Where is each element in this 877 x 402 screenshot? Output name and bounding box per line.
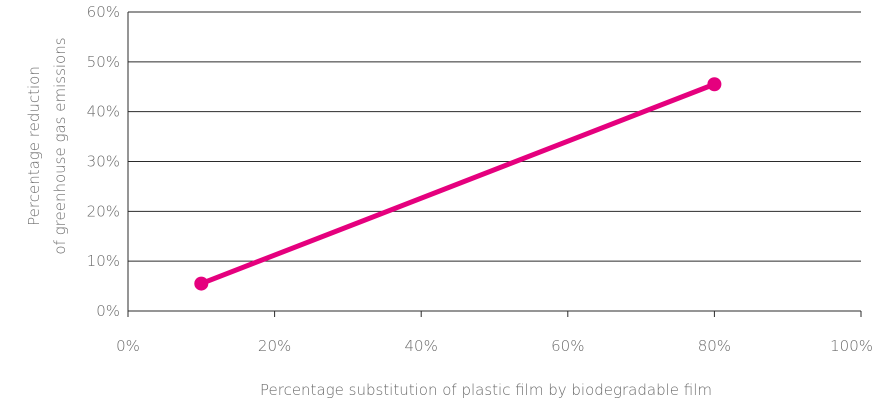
y-tick-label: 60%: [87, 3, 120, 21]
y-axis-title-line-1: Percentage reduction: [25, 66, 43, 226]
x-tick-label: 0%: [116, 337, 140, 355]
y-tick-label: 30%: [87, 153, 120, 171]
x-tick-label: 80%: [698, 337, 731, 355]
y-tick-label: 20%: [87, 202, 120, 220]
y-axis-tick-labels: 0% 10% 20% 30% 40% 50% 60%: [87, 3, 120, 320]
y-axis-title-line-2: of greenhouse gas emissions: [51, 37, 69, 254]
series-group: [194, 77, 722, 291]
y-tick-label: 0%: [96, 302, 120, 320]
x-tick-label: 60%: [551, 337, 584, 355]
data-point-1: [707, 77, 722, 92]
axes: [127, 12, 862, 317]
data-point-0: [194, 276, 209, 291]
grid-lines: [128, 11, 861, 312]
x-tick-label: 20%: [258, 337, 291, 355]
x-tick-label: 40%: [405, 337, 438, 355]
y-tick-label: 40%: [87, 103, 120, 121]
y-tick-label: 10%: [87, 252, 120, 270]
x-tick-label: 100%: [830, 337, 873, 355]
series-line: [198, 81, 717, 287]
y-tick-label: 50%: [87, 53, 120, 71]
x-axis-tick-labels: 0% 20% 40% 60% 80% 100%: [116, 337, 873, 355]
x-axis-title: Percentage substitution of plastic film …: [260, 381, 712, 399]
y-axis-title: Percentage reduction of greenhouse gas e…: [25, 37, 69, 254]
